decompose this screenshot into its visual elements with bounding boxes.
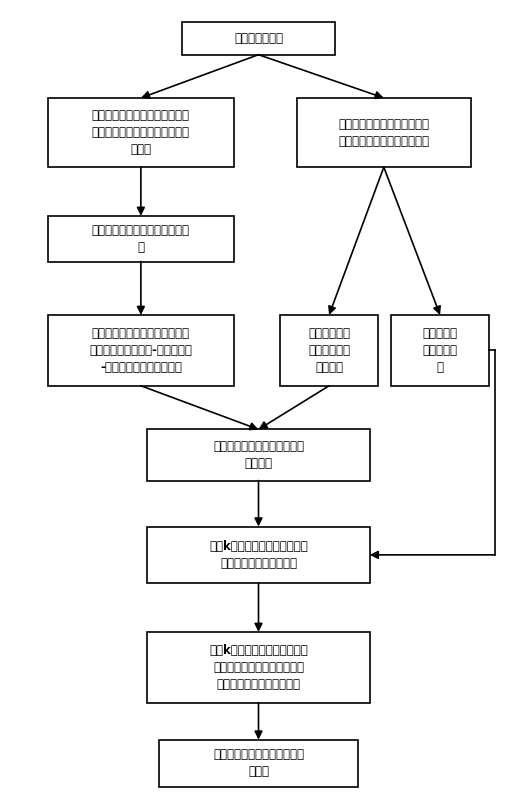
FancyBboxPatch shape [147,527,370,583]
Text: 以湍流强度为索引的数据分块处
理: 以湍流强度为索引的数据分块处 理 [92,223,190,253]
Text: 连续k次待检测机组实际输出功
率漂移量超阈值情况统计及其
实际输出功率是否异常判定: 连续k次待检测机组实际输出功 率漂移量超阈值情况统计及其 实际输出功率是否异常判… [209,644,308,691]
FancyBboxPatch shape [147,632,370,703]
FancyBboxPatch shape [391,315,489,386]
FancyBboxPatch shape [281,315,377,386]
Text: 待检测机组输出功率是否异常
的结论: 待检测机组输出功率是否异常 的结论 [213,748,304,779]
FancyBboxPatch shape [147,429,370,481]
Text: 建立与待检测机组同型号机组在
正常情况下湍流强度-风速平均值
-输出功率间的定量关系表: 建立与待检测机组同型号机组在 正常情况下湍流强度-风速平均值 -输出功率间的定量… [89,327,192,374]
Text: 确定特检测机组: 确定特检测机组 [234,32,283,44]
FancyBboxPatch shape [48,216,234,261]
Text: 提取特检测机组监控数据的风
速、输出功率、空气密度数据: 提取特检测机组监控数据的风 速、输出功率、空气密度数据 [338,117,429,147]
Text: 待检测机组的
湍流强度、风
速平均值: 待检测机组的 湍流强度、风 速平均值 [308,327,350,374]
FancyBboxPatch shape [48,315,234,386]
Text: 连续k次待检测机组实际输出功
率漂移量是否超阈值判别: 连续k次待检测机组实际输出功 率漂移量是否超阈值判别 [209,540,308,570]
Text: 待检测机组
实际输出功
率: 待检测机组 实际输出功 率 [422,327,458,374]
FancyBboxPatch shape [182,21,335,55]
Text: 待检测机组正常工作时输出功
率计算值: 待检测机组正常工作时输出功 率计算值 [213,440,304,470]
FancyBboxPatch shape [297,98,471,167]
FancyBboxPatch shape [48,98,234,167]
FancyBboxPatch shape [159,740,358,787]
Text: 提取与待检测机组同型号机组正
常时段风速、输出功率、空气密
度数据: 提取与待检测机组同型号机组正 常时段风速、输出功率、空气密 度数据 [92,109,190,156]
